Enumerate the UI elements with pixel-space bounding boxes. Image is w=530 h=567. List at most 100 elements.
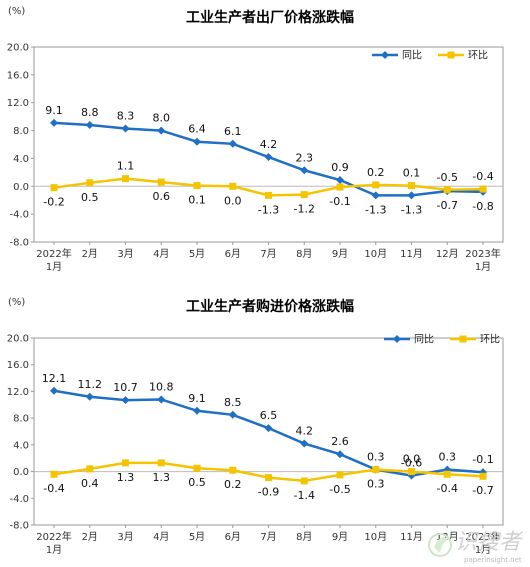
x-tick-label: 2023年 [465,247,500,260]
y-axis-unit: (%) [8,297,25,308]
data-label-yoy: -0.7 [437,199,458,212]
data-point-yoy [121,124,130,133]
data-label-yoy: 0.3 [367,451,385,464]
data-point-mom [193,464,201,472]
data-label-mom: 0.5 [188,476,206,489]
data-label-yoy: 8.3 [117,109,135,122]
data-point-yoy [85,392,94,401]
data-point-yoy [336,176,344,185]
data-label-yoy: 6.4 [188,123,206,136]
data-point-mom [300,191,308,199]
data-label-yoy: 8.5 [224,396,242,409]
data-label-mom: 0.4 [81,477,99,490]
y-tick-label: 0.0 [13,467,29,478]
data-label-mom: -0.5 [437,171,458,184]
data-label-mom: -0.1 [329,195,350,208]
data-label-mom: -0.4 [472,170,493,183]
x-tick-label-line2: 1月 [46,261,62,273]
y-tick-label: 4.0 [13,440,29,451]
legend-marker [447,51,455,59]
x-tick-label-line2: 1月 [475,544,491,556]
x-tick-label: 7月 [260,531,276,543]
x-tick-label: 6月 [225,248,241,260]
data-label-yoy: 10.8 [149,380,174,393]
data-label-mom: 0.1 [188,194,206,207]
data-label-mom: -0.9 [258,486,279,499]
x-tick-label: 5月 [189,248,205,260]
data-label-mom: -1.3 [258,203,279,216]
data-point-mom [157,178,165,186]
data-point-mom [86,465,94,473]
data-label-mom: 0.0 [403,453,421,466]
x-tick-label: 11月 [400,248,423,260]
data-point-yoy [157,395,166,404]
x-tick-label: 5月 [189,531,205,543]
chart-title: 工业生产者购进价格涨跌幅 [186,298,354,315]
data-point-yoy [193,137,201,146]
data-label-mom: 1.3 [153,471,171,484]
x-tick-label: 9月 [332,248,348,260]
x-tick-label: 4月 [153,531,169,543]
data-label-yoy: -1.3 [365,203,386,216]
data-point-mom [50,470,58,478]
data-label-mom: 0.5 [81,191,99,204]
x-tick-label: 10月 [364,531,387,543]
data-label-yoy: 8.8 [81,106,99,119]
data-label-mom: -0.4 [437,482,458,495]
legend-label: 环比 [468,50,488,62]
data-label-yoy: 12.1 [42,372,67,385]
x-tick-label: 12月 [436,248,459,260]
data-label-yoy: 8.0 [153,112,171,125]
x-tick-label: 3月 [117,531,133,543]
data-label-mom: 0.0 [224,194,242,207]
y-tick-label: 20.0 [7,334,29,345]
data-label-mom: 1.3 [117,471,135,484]
data-point-yoy [300,439,309,448]
data-point-mom [479,185,487,193]
legend-label: 同比 [414,334,434,346]
watermark-text: 识搜者 [455,530,524,555]
x-tick-label: 7月 [260,248,276,260]
data-label-mom: -1.2 [294,203,315,216]
data-point-yoy [407,191,416,200]
data-point-mom [443,186,451,194]
legend-label: 环比 [480,334,500,346]
data-label-yoy: -1.3 [401,203,422,216]
data-label-yoy: 4.2 [260,138,278,151]
data-label-mom: 0.1 [403,167,421,180]
x-tick-label: 6月 [225,531,241,543]
y-tick-label: -4.0 [9,494,29,505]
data-point-mom [122,459,129,467]
x-tick-label: 8月 [296,248,312,260]
data-label-yoy: 10.7 [113,381,138,394]
y-tick-label: 20.0 [7,43,29,54]
data-label-mom: 0.2 [367,166,385,179]
y-tick-label: 16.0 [7,70,29,81]
legend-marker [393,335,401,343]
x-tick-label: 3月 [117,248,133,260]
y-tick-label: 0.0 [13,182,29,193]
data-point-yoy [228,410,237,419]
data-label-yoy: -0.6 [401,457,422,470]
data-label-mom: 0.6 [153,190,171,203]
data-label-yoy: 6.5 [260,409,278,422]
data-label-yoy: 9.1 [45,104,63,117]
data-point-yoy [50,386,58,395]
data-point-yoy [85,121,94,129]
x-tick-label: 2023年 [465,530,500,543]
data-point-mom [300,477,308,485]
data-label-mom: -1.4 [294,489,315,502]
y-axis-unit: (%) [8,6,25,17]
data-point-yoy [300,166,309,175]
legend-marker [459,335,467,343]
data-label-yoy: -0.1 [472,453,493,466]
legend-label: 同比 [402,50,422,62]
data-point-yoy [264,424,273,433]
data-point-yoy [121,396,130,405]
y-tick-label: 16.0 [7,360,29,371]
data-label-mom: 1.1 [117,160,135,173]
x-tick-label: 10月 [364,248,387,260]
data-point-yoy [336,450,344,459]
x-tick-label: 2月 [82,531,98,543]
data-point-mom [50,184,58,192]
